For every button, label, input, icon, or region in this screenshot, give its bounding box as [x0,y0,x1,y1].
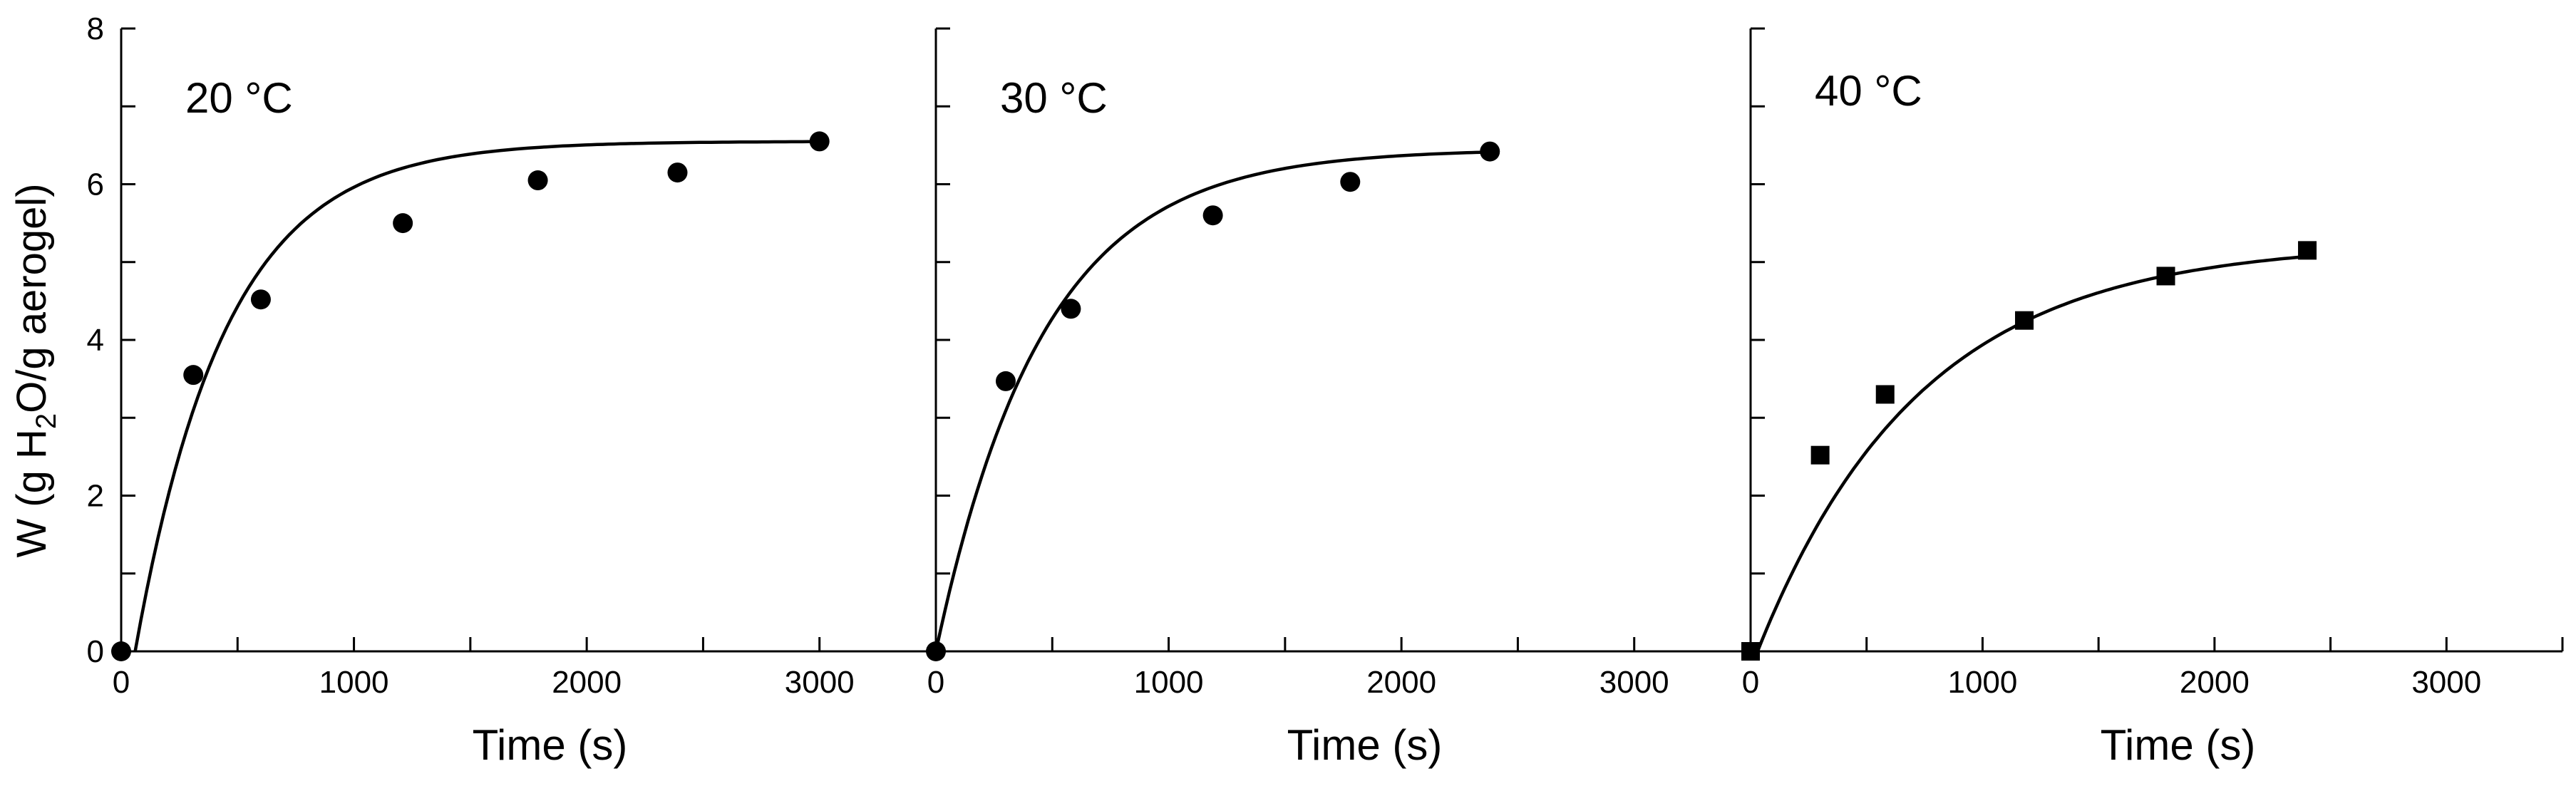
y-axis-label-prefix: W (g H [9,429,55,557]
panel-2-data-point [926,641,946,661]
panel-3-x-tick-label: 0 [1742,665,1759,700]
panel-3-x-axis-label: Time (s) [2101,721,2256,769]
panel-1-x-tick-label: 1000 [319,665,389,700]
panel-1-x-axis-label: Time (s) [473,721,628,769]
panel-3-data-point [2298,241,2317,260]
panel-1-data-point [393,213,413,234]
panel-2-data-point [1340,172,1361,192]
panel-1-data-point [111,641,131,661]
panel-1-y-tick-label: 2 [87,479,104,514]
panel-1-data-point [183,365,204,386]
panel-3-x-tick-label: 1000 [1947,665,2017,700]
panel-2-data-point [995,371,1016,391]
panel-3-data-point [1810,445,1830,465]
panel-3-data-point [1741,642,1760,661]
panel-1-y-tick-label: 0 [87,634,104,669]
y-axis-label: W (g H2O/g aerogel) [9,183,62,557]
panel-1-title: 20 °C [185,74,293,122]
panel-1-x-tick-label: 3000 [785,665,855,700]
panel-2-title: 30 °C [1000,74,1108,122]
panel-1-data-point [667,162,688,183]
panel-1-x-tick-label: 0 [113,665,130,700]
panel-2-data-point [1061,299,1081,319]
panel-2-x-tick-label: 1000 [1134,665,1204,700]
panel-2: 0 1000 2000 3000 Time (s) 30 °C [926,27,1752,769]
panels: 0 2 4 6 8 0 1000 2000 3000 Time (s) 20 °C 0 1000 2000… [87,11,2564,769]
panel-1: 0 2 4 6 8 0 1000 2000 3000 Time (s) 20 °C [87,11,937,769]
panel-3-data-point [2015,311,2034,330]
panel-3-data-point [2156,267,2175,286]
panel-1-data-point [250,289,271,310]
panel-1-y-tick-label: 8 [87,11,104,46]
panel-3-data-point [1875,385,1895,404]
panel-2-x-axis-label: Time (s) [1287,721,1443,769]
y-axis-label-suffix: O/g aerogel) [9,183,55,413]
panel-1-data-point [527,170,548,191]
panel-3-x-tick-label: 2000 [2180,665,2250,700]
panel-2-x-tick-label: 0 [927,665,944,700]
panel-2-x-tick-label: 2000 [1366,665,1436,700]
panel-2-data-point [1480,141,1500,162]
panel-3: 0 1000 2000 3000 Time (s) 40 °C [1741,27,2564,769]
panel-2-x-tick-label: 3000 [1599,665,1669,700]
panel-2-data-point [1202,205,1223,226]
panel-1-x-tick-label: 2000 [552,665,622,700]
panel-3-title: 40 °C [1815,67,1922,115]
panel-1-y-tick-label: 6 [87,167,104,202]
panel-2-fit-curve [934,150,1490,652]
y-axis-label-subscript: 2 [31,413,62,429]
panel-1-y-tick-label: 4 [87,323,104,358]
panel-1-fit-curve [133,140,820,652]
panel-1-data-point [809,131,830,152]
panel-3-x-tick-label: 3000 [2411,665,2481,700]
